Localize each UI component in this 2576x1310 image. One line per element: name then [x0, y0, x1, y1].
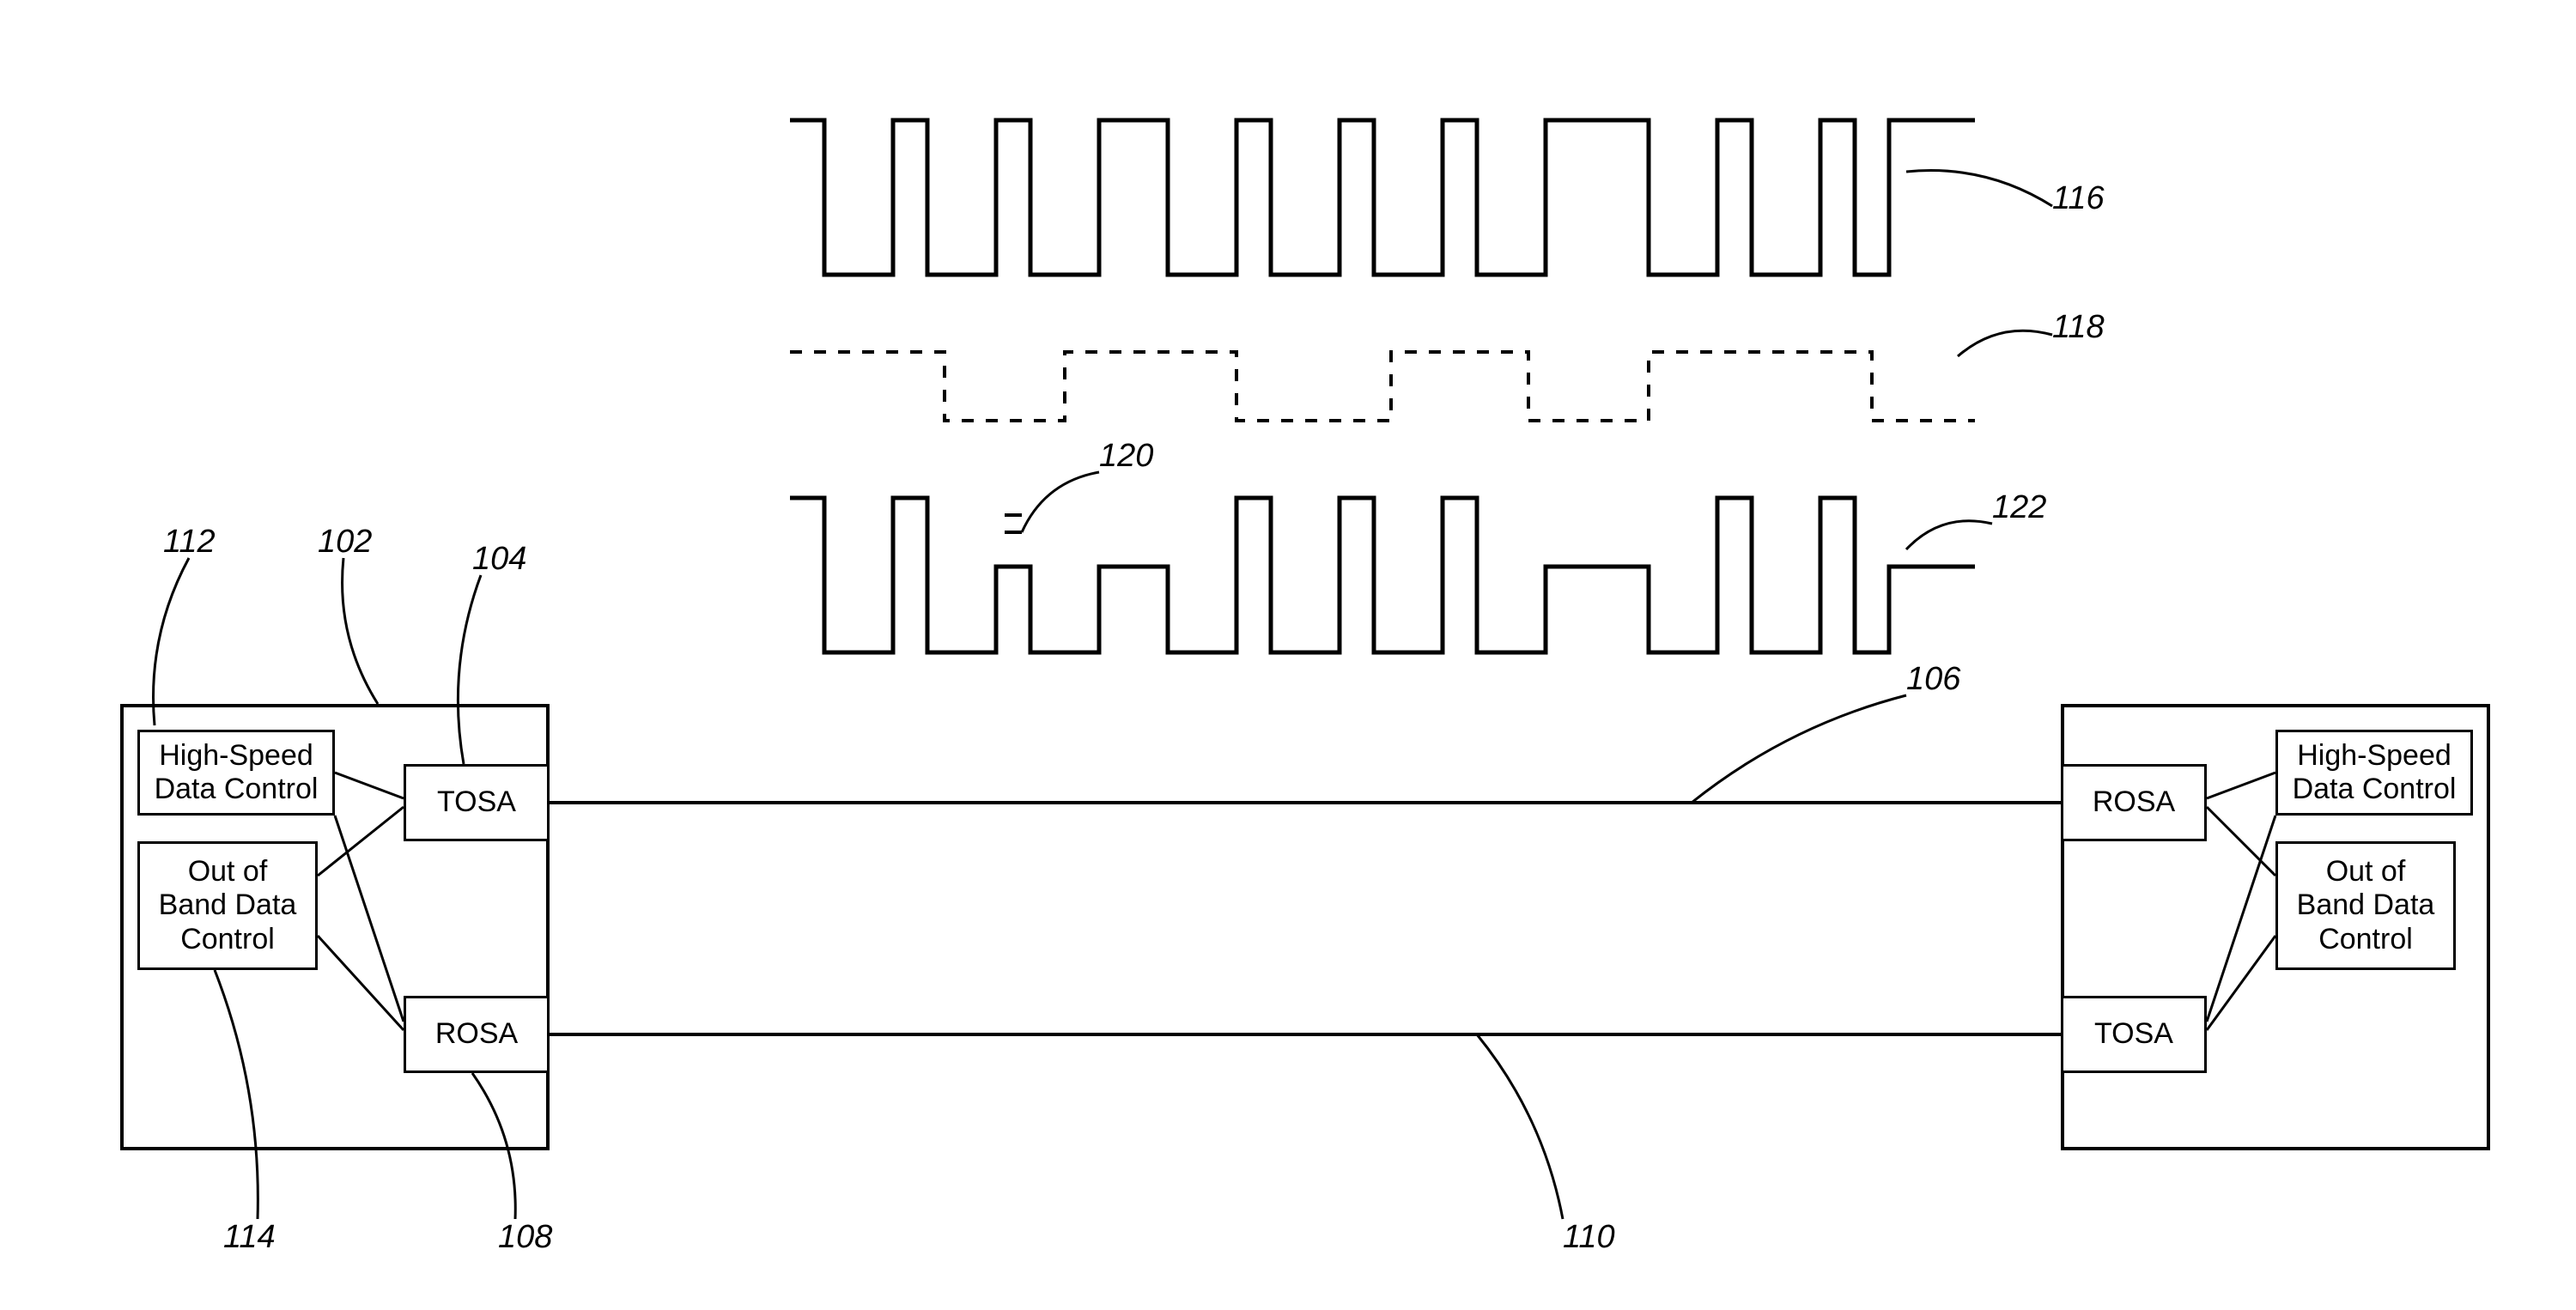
label-104: 104 [472, 541, 526, 578]
hs-data-control-right: High-SpeedData Control [2275, 730, 2473, 816]
label-112: 112 [163, 524, 216, 561]
tosa-left-label: TOSA [437, 785, 516, 819]
label-106: 106 [1906, 661, 1960, 698]
hs-right-label: High-SpeedData Control [2293, 739, 2457, 806]
oob-data-control-left: Out ofBand DataControl [137, 841, 318, 970]
label-108: 108 [498, 1219, 552, 1256]
rosa-left: ROSA [404, 996, 550, 1073]
rosa-right-label: ROSA [2093, 785, 2175, 819]
label-118: 118 [2052, 309, 2105, 346]
oob-data-control-right: Out ofBand DataControl [2275, 841, 2456, 970]
tosa-right-label: TOSA [2094, 1017, 2173, 1051]
label-122: 122 [1992, 489, 2046, 526]
oob-left-label: Out ofBand DataControl [159, 855, 297, 955]
label-114: 114 [223, 1219, 276, 1256]
rosa-left-label: ROSA [435, 1017, 518, 1051]
label-102: 102 [318, 524, 372, 561]
tosa-right: TOSA [2061, 996, 2207, 1073]
oob-right-label: Out ofBand DataControl [2297, 855, 2435, 955]
diagram-canvas: High-SpeedData Control Out ofBand DataCo… [17, 17, 2576, 1293]
label-120: 120 [1099, 438, 1153, 475]
hs-data-control-left: High-SpeedData Control [137, 730, 335, 816]
rosa-right: ROSA [2061, 764, 2207, 841]
tosa-left: TOSA [404, 764, 550, 841]
label-110: 110 [1563, 1219, 1615, 1256]
hs-left-label: High-SpeedData Control [155, 739, 319, 806]
label-116: 116 [2052, 180, 2105, 217]
